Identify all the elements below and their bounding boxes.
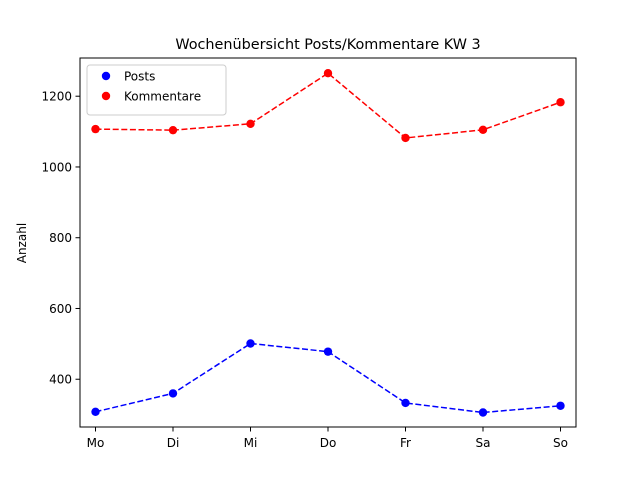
legend: Posts Kommentare (86, 64, 227, 116)
data-point-1-1 (168, 125, 178, 135)
x-tick-label-2: Mi (244, 436, 258, 450)
data-point-1-4 (401, 133, 410, 143)
y-tick-label-4: 1200 (41, 90, 72, 104)
data-point-1-0 (91, 124, 100, 134)
y-tick-label-2: 800 (49, 231, 72, 245)
data-point-1-2 (246, 119, 255, 129)
legend-label-0: Posts (124, 70, 155, 84)
x-tick-label-4: Fr (400, 436, 411, 450)
x-tick-label-1: Di (167, 436, 180, 450)
legend-marker-0 (101, 71, 111, 81)
data-point-0-3 (323, 347, 333, 356)
legend-box (86, 64, 227, 116)
chart-title: Wochenübersicht Posts/Kommentare KW 3 (175, 37, 480, 53)
x-tick-label-5: Sa (476, 436, 491, 450)
data-point-1-3 (323, 69, 333, 78)
y-axis-label: Anzahl (15, 223, 29, 263)
data-point-0-1 (168, 389, 178, 398)
data-point-1-5 (478, 125, 488, 135)
legend-label-1: Kommentare (124, 90, 201, 104)
x-tick-label-3: Do (320, 436, 337, 450)
y-tick-label-0: 400 (49, 373, 72, 387)
x-tick-label-6: So (553, 436, 568, 450)
data-point-0-2 (246, 339, 255, 348)
plot-area: Mo Di Mi Do Fr Sa So 400 600 800 1000 1200 (41, 57, 577, 450)
data-point-0-5 (478, 408, 488, 417)
data-point-0-6 (556, 401, 565, 410)
data-point-0-4 (401, 398, 410, 408)
y-tick-label-3: 1000 (41, 160, 72, 174)
x-tick-label-0: Mo (87, 436, 105, 450)
y-tick-label-1: 600 (49, 302, 72, 316)
data-point-1-6 (556, 98, 565, 107)
data-point-0-0 (91, 407, 100, 416)
legend-marker-1 (101, 91, 111, 101)
